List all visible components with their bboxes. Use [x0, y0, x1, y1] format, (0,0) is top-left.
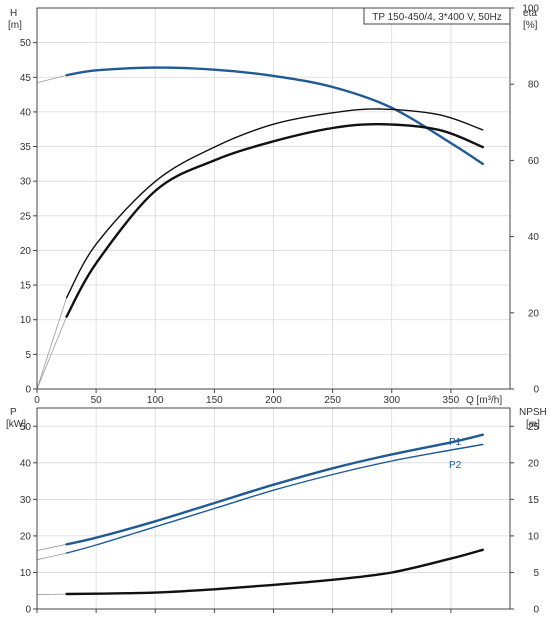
bottom-p1-curve — [65, 433, 484, 546]
eta-axis-unit: [%] — [523, 20, 538, 31]
p-axis-unit: [kW] — [6, 419, 26, 430]
top-left-tick-label: 30 — [20, 177, 32, 188]
bottom-p1-extension — [36, 543, 67, 551]
bottom-left-tick-label: 10 — [20, 568, 32, 579]
bottom-npsh-extension — [36, 593, 67, 596]
top-left-tick-label: 35 — [20, 142, 32, 153]
top-left-tick-label: 25 — [20, 211, 32, 222]
top-chart-frame — [36, 7, 511, 390]
bottom-right-tick-label: 5 — [533, 568, 539, 579]
bottom-right-tick-label: 20 — [528, 458, 540, 469]
p2-series-label: P2 — [449, 460, 462, 471]
top-x-tick-label: 200 — [265, 395, 282, 406]
top-eta2-extension — [36, 316, 67, 390]
top-right-tick-label: 40 — [528, 232, 540, 243]
eta-axis-label: eta — [523, 8, 537, 19]
top-x-tick-label: 300 — [383, 395, 400, 406]
chart-title-box — [363, 7, 511, 25]
p-axis-label: P — [10, 407, 17, 418]
q-axis-label: Q [m³/h] — [466, 395, 502, 406]
bottom-chart-frame — [36, 407, 511, 610]
top-right-tick-label: 20 — [528, 308, 540, 319]
h-axis-label: H — [10, 8, 17, 19]
bottom-right-tick-label: 25 — [528, 422, 540, 433]
top-eta1-extension — [36, 297, 67, 390]
bottom-chart-tick-labels: 0 10 20 30 40 50 0 5 10 15 20 25 — [20, 422, 540, 616]
top-x-tick-label: 0 — [34, 395, 40, 406]
top-left-tick-label: 10 — [20, 315, 32, 326]
npsh-axis-unit: [m] — [526, 419, 540, 430]
bottom-left-tick-label: 0 — [25, 605, 31, 616]
bottom-right-tick-label: 10 — [528, 531, 540, 542]
top-h-extension — [36, 74, 67, 84]
chart-title: TP 150-450/4, 3*400 V, 50Hz — [372, 12, 502, 23]
top-chart-grid — [33, 7, 514, 393]
top-left-tick-label: 15 — [20, 281, 32, 292]
bottom-right-tick-label: 15 — [528, 495, 540, 506]
top-x-tick-label: 100 — [147, 395, 164, 406]
top-h-curve — [65, 66, 484, 166]
npsh-axis-label: NPSH — [519, 407, 547, 418]
top-x-tick-label: 250 — [324, 395, 341, 406]
bottom-left-tick-label: 20 — [20, 531, 32, 542]
top-right-tick-label: 80 — [528, 80, 540, 91]
bottom-left-tick-label: 30 — [20, 495, 32, 506]
bottom-chart-grid — [33, 408, 514, 613]
bottom-left-tick-label: 50 — [20, 422, 32, 433]
h-axis-unit: [m] — [8, 20, 22, 31]
bottom-chart-series — [36, 433, 484, 596]
top-chart-tick-labels: 0 50 100 150 200 250 300 3500510152025303540455… — [20, 4, 540, 407]
top-x-tick-label: 150 — [206, 395, 223, 406]
bottom-npsh-curve — [65, 548, 484, 596]
top-x-tick-label: 50 — [91, 395, 103, 406]
top-left-tick-label: 20 — [20, 246, 32, 257]
p1-series-label: P1 — [449, 437, 462, 448]
top-right-tick-label: 0 — [533, 385, 539, 396]
top-left-tick-label: 50 — [20, 38, 32, 49]
top-chart-series — [36, 66, 484, 390]
top-x-tick-label: 350 — [443, 395, 460, 406]
top-left-tick-label: 0 — [25, 385, 31, 396]
top-right-tick-label: 60 — [528, 156, 540, 167]
top-left-tick-label: 45 — [20, 73, 32, 84]
bottom-p2-curve — [65, 443, 484, 554]
top-eta1-curve — [65, 108, 484, 299]
top-eta2-curve — [65, 122, 484, 318]
top-left-tick-label: 5 — [25, 350, 31, 361]
bottom-right-tick-label: 0 — [533, 605, 539, 616]
top-right-tick-label: 100 — [522, 4, 539, 15]
bottom-left-tick-label: 40 — [20, 458, 32, 469]
bottom-p2-extension — [36, 552, 67, 561]
top-left-tick-label: 40 — [20, 107, 32, 118]
